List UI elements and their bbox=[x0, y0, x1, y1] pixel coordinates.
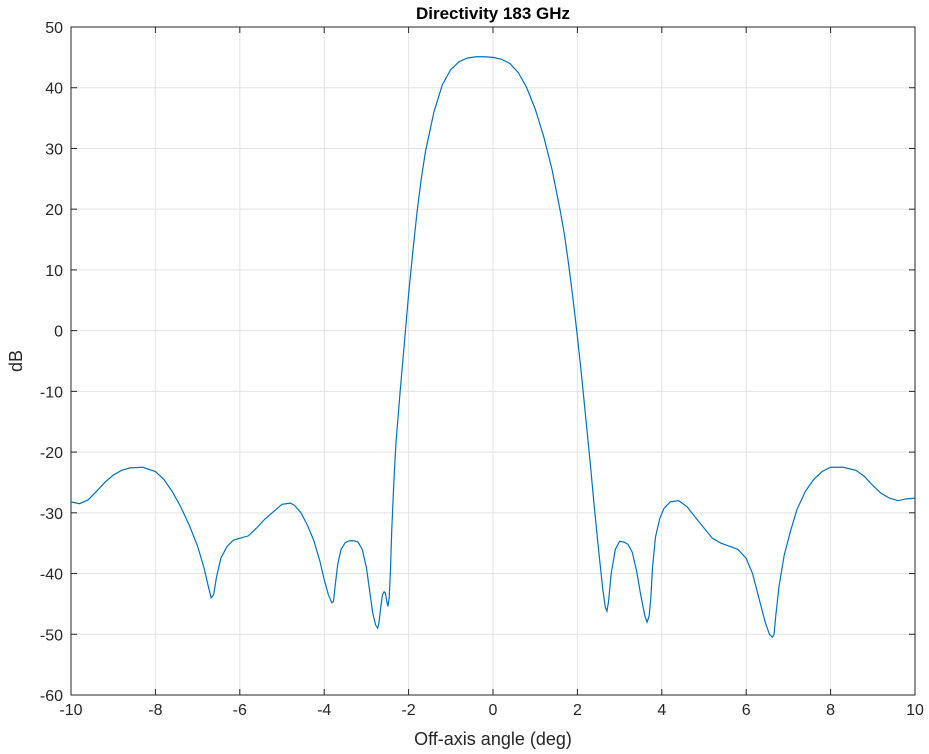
y-tick-label: -40 bbox=[40, 567, 63, 584]
y-tick-label: -50 bbox=[40, 627, 63, 644]
y-tick-label: 30 bbox=[45, 141, 63, 158]
tick-labels: -10 -8 -6 -4 -2 0 2 4 6 8 10-60-50-40-30-20-100102… bbox=[40, 20, 924, 719]
x-tick-label: -10 bbox=[59, 702, 82, 719]
y-axis-label: dB bbox=[6, 350, 26, 372]
x-tick-label: 10 bbox=[906, 702, 924, 719]
x-tick-label: -2 bbox=[401, 702, 415, 719]
axis-ticks bbox=[70, 26, 916, 696]
x-tick-label: -6 bbox=[233, 702, 247, 719]
x-axis-label: Off-axis angle (deg) bbox=[414, 729, 572, 749]
x-tick-label: -4 bbox=[317, 702, 331, 719]
y-tick-label: -60 bbox=[40, 688, 63, 705]
y-tick-label: -10 bbox=[40, 384, 63, 401]
y-tick-label: 0 bbox=[54, 324, 63, 341]
x-tick-label: -8 bbox=[148, 702, 162, 719]
y-tick-label: -20 bbox=[40, 445, 63, 462]
chart-title: Directivity 183 GHz bbox=[416, 4, 570, 23]
x-tick-label: 0 bbox=[489, 702, 498, 719]
x-tick-label: 8 bbox=[826, 702, 835, 719]
directivity-curve bbox=[70, 56, 916, 639]
y-tick-label: 10 bbox=[45, 263, 63, 280]
y-tick-label: 50 bbox=[45, 20, 63, 37]
x-tick-label: 4 bbox=[657, 702, 666, 719]
y-tick-label: 20 bbox=[45, 202, 63, 219]
x-tick-label: 2 bbox=[573, 702, 582, 719]
y-tick-label: -30 bbox=[40, 506, 63, 523]
y-tick-label: 40 bbox=[45, 81, 63, 98]
x-tick-label: 6 bbox=[742, 702, 751, 719]
